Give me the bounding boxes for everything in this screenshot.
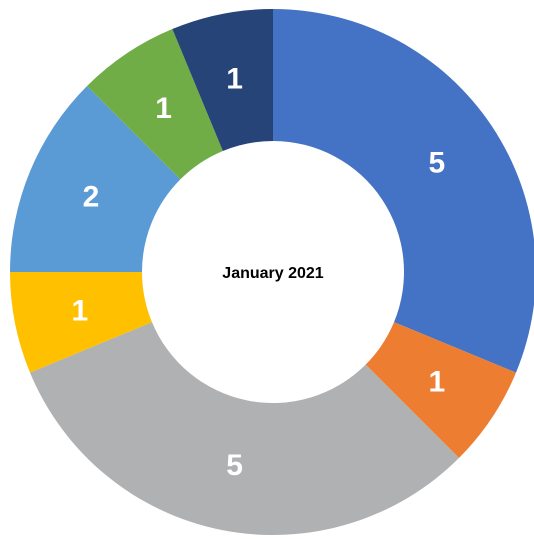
donut-slice — [273, 9, 534, 373]
donut-slice — [87, 29, 223, 180]
donut-slice — [30, 322, 459, 535]
data-label: 1 — [428, 365, 445, 398]
data-label: 2 — [83, 181, 100, 214]
data-label: 1 — [71, 294, 88, 327]
data-label: 1 — [155, 92, 172, 125]
donut-slice — [365, 322, 516, 458]
chart-title: January 2021 — [222, 265, 324, 282]
data-label: 1 — [226, 63, 243, 96]
data-label: 5 — [226, 449, 243, 482]
donut-slice — [10, 86, 181, 272]
donut-slice — [172, 9, 273, 151]
donut-slice — [10, 272, 152, 373]
data-label: 5 — [428, 146, 445, 179]
